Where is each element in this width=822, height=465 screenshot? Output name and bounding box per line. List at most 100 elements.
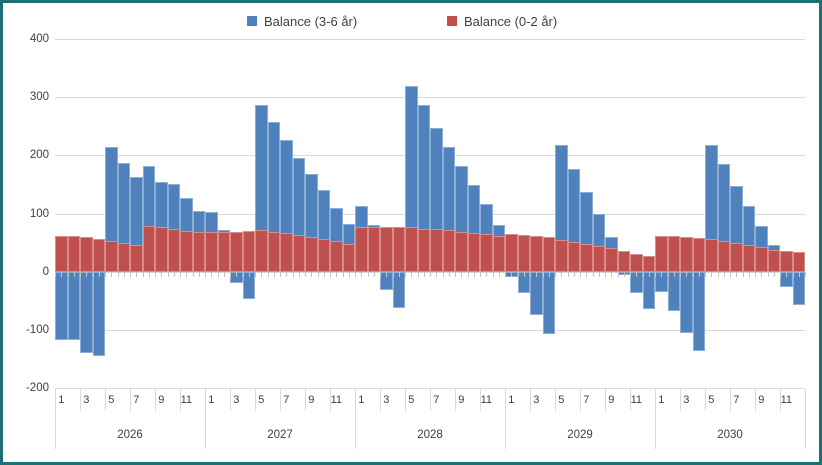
bar-balance-0-2-m10 bbox=[167, 229, 180, 272]
axis-tick bbox=[605, 271, 606, 277]
axis-tick bbox=[286, 271, 288, 277]
bar-balance-0-2-m52 bbox=[692, 237, 705, 272]
month-separator bbox=[555, 389, 556, 411]
axis-tick bbox=[480, 271, 481, 277]
month-separator bbox=[405, 389, 406, 411]
axis-tick bbox=[355, 271, 356, 277]
axis-tick bbox=[242, 271, 244, 277]
bar-balance-0-2-m5 bbox=[105, 240, 118, 272]
month-separator bbox=[455, 389, 456, 411]
legend-item-balance-0-2: Balance (0-2 år) bbox=[447, 11, 557, 31]
bar-balance-0-2-m19 bbox=[280, 233, 293, 272]
bar-balance-0-2-m32 bbox=[442, 229, 455, 272]
bar-balance-0-2-m9 bbox=[155, 227, 168, 272]
bar-balance-0-2-m60 bbox=[792, 252, 805, 272]
month-separator bbox=[480, 389, 481, 411]
axis-tick bbox=[686, 271, 688, 277]
bar-balance-0-2-m4 bbox=[92, 239, 105, 272]
bar-balance-0-2-m1 bbox=[55, 235, 68, 272]
axis-tick bbox=[236, 271, 238, 277]
axis-tick bbox=[98, 271, 100, 277]
axis-tick bbox=[386, 271, 388, 277]
month-separator bbox=[630, 389, 631, 411]
axis-tick bbox=[173, 271, 175, 277]
axis-tick bbox=[580, 271, 581, 277]
month-label-2028-5: 5 bbox=[408, 394, 415, 406]
bar-balance-0-2-m21 bbox=[305, 236, 318, 272]
axis-tick bbox=[548, 271, 550, 277]
year-separator bbox=[505, 389, 506, 449]
axis-tick bbox=[373, 271, 375, 277]
month-separator bbox=[605, 389, 606, 411]
month-separator bbox=[330, 389, 331, 411]
axis-tick bbox=[805, 271, 806, 277]
axis-tick bbox=[742, 271, 744, 277]
bar-balance-0-2-m2 bbox=[67, 236, 80, 272]
axis-tick bbox=[342, 271, 344, 277]
month-separator bbox=[230, 389, 231, 411]
month-label-2030-9: 9 bbox=[758, 394, 765, 406]
month-separator bbox=[530, 389, 531, 411]
bar-balance-0-2-m35 bbox=[480, 234, 493, 272]
axis-tick bbox=[623, 271, 625, 277]
axis-tick bbox=[280, 271, 281, 277]
bar-balance-0-2-m27 bbox=[380, 226, 393, 272]
month-label-2026-3: 3 bbox=[83, 394, 90, 406]
bar-balance-0-2-m16 bbox=[242, 230, 255, 272]
bar-balance-0-2-m57 bbox=[755, 247, 768, 272]
bar-balance-0-2-m31 bbox=[430, 229, 443, 272]
axis-tick bbox=[430, 271, 431, 277]
axis-tick bbox=[636, 271, 638, 277]
month-separator bbox=[130, 389, 131, 411]
bar-balance-0-2-m24 bbox=[342, 243, 355, 272]
gridline-y-300 bbox=[55, 97, 805, 99]
axis-tick bbox=[111, 271, 113, 277]
axis-tick bbox=[267, 271, 269, 277]
axis-tick bbox=[617, 271, 619, 277]
year-label-2028: 2028 bbox=[417, 429, 443, 441]
axis-tick bbox=[498, 271, 500, 277]
axis-tick bbox=[205, 271, 206, 277]
bar-balance-0-2-m8 bbox=[142, 226, 155, 272]
axis-tick bbox=[423, 271, 425, 277]
axis-tick bbox=[330, 271, 331, 277]
year-label-2026: 2026 bbox=[117, 429, 143, 441]
axis-tick bbox=[67, 271, 69, 277]
bar-balance-0-2-m59 bbox=[780, 251, 793, 272]
bar-balance-0-2-m7 bbox=[130, 244, 143, 272]
bar-balance-3-6-m48 bbox=[642, 271, 655, 309]
year-label-2029: 2029 bbox=[567, 429, 593, 441]
axis-tick bbox=[317, 271, 319, 277]
y-axis-label-100: 100 bbox=[29, 207, 49, 220]
bar-balance-0-2-m6 bbox=[117, 243, 130, 272]
axis-tick bbox=[180, 271, 181, 277]
axis-tick bbox=[673, 271, 675, 277]
axis-tick bbox=[486, 271, 488, 277]
month-label-2026-1: 1 bbox=[58, 394, 65, 406]
axis-tick bbox=[148, 271, 150, 277]
month-separator bbox=[305, 389, 306, 411]
bar-balance-0-2-m26 bbox=[367, 226, 380, 272]
legend-label-balance-0-2: Balance (0-2 år) bbox=[464, 13, 558, 29]
month-separator bbox=[180, 389, 181, 411]
bar-balance-0-2-m48 bbox=[642, 255, 655, 272]
axis-tick bbox=[730, 271, 731, 277]
axis-tick bbox=[573, 271, 575, 277]
year-separator bbox=[805, 389, 806, 449]
bar-balance-0-2-m30 bbox=[417, 228, 430, 272]
y-axis-label--100: -100 bbox=[25, 323, 49, 336]
axis-tick bbox=[255, 271, 256, 277]
month-label-2027-3: 3 bbox=[233, 394, 240, 406]
axis-tick bbox=[273, 271, 275, 277]
axis-tick bbox=[55, 271, 56, 277]
month-label-2030-1: 1 bbox=[658, 394, 665, 406]
month-label-2028-3: 3 bbox=[383, 394, 390, 406]
axis-tick bbox=[142, 271, 144, 277]
axis-tick bbox=[648, 271, 650, 277]
month-label-2030-3: 3 bbox=[683, 394, 690, 406]
axis-tick bbox=[773, 271, 775, 277]
axis-tick bbox=[361, 271, 363, 277]
bar-balance-3-6-m39 bbox=[530, 271, 543, 315]
axis-tick bbox=[73, 271, 75, 277]
